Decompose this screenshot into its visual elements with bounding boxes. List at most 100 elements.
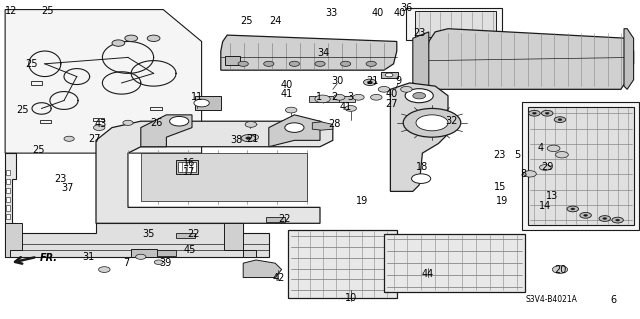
Polygon shape <box>141 115 192 147</box>
Text: 23: 23 <box>493 150 506 160</box>
Circle shape <box>112 40 125 46</box>
Text: 25: 25 <box>240 16 253 26</box>
Text: 23: 23 <box>54 174 67 184</box>
Circle shape <box>247 134 259 140</box>
Circle shape <box>170 116 189 126</box>
Circle shape <box>64 136 74 141</box>
Polygon shape <box>413 32 429 89</box>
Circle shape <box>378 86 390 92</box>
Circle shape <box>241 135 255 142</box>
Text: 37: 37 <box>61 183 74 193</box>
Text: 1: 1 <box>316 92 322 102</box>
Polygon shape <box>624 29 634 89</box>
Bar <box>40 120 51 123</box>
Text: 22: 22 <box>278 213 291 224</box>
Text: S3V4-B4021A: S3V4-B4021A <box>525 295 578 304</box>
Text: 25: 25 <box>42 6 54 16</box>
Text: 29: 29 <box>541 162 554 173</box>
Text: 36: 36 <box>400 3 413 13</box>
Bar <box>176 160 198 174</box>
Circle shape <box>147 35 160 41</box>
Text: 23: 23 <box>413 28 426 39</box>
Circle shape <box>315 61 325 66</box>
Text: 45: 45 <box>183 245 196 256</box>
Circle shape <box>412 174 431 183</box>
Bar <box>195 96 221 110</box>
Text: 28: 28 <box>328 119 340 130</box>
Circle shape <box>353 94 364 100</box>
Circle shape <box>532 112 536 114</box>
Bar <box>225 56 240 65</box>
Circle shape <box>194 99 209 107</box>
Bar <box>178 162 196 172</box>
Bar <box>176 233 195 238</box>
Circle shape <box>612 217 623 223</box>
Circle shape <box>315 95 330 103</box>
Bar <box>157 250 176 256</box>
Text: 35: 35 <box>142 229 155 240</box>
Text: 10: 10 <box>344 293 357 303</box>
Circle shape <box>264 61 274 66</box>
Text: 24: 24 <box>269 16 282 26</box>
Circle shape <box>401 86 412 92</box>
Bar <box>266 217 285 222</box>
Circle shape <box>366 61 376 66</box>
Text: 41: 41 <box>280 89 293 99</box>
Text: 25: 25 <box>16 105 29 115</box>
Polygon shape <box>5 223 269 257</box>
Circle shape <box>616 219 620 221</box>
Text: 15: 15 <box>494 182 507 192</box>
Polygon shape <box>288 230 397 298</box>
Text: 20: 20 <box>554 264 566 275</box>
Circle shape <box>405 89 433 103</box>
Text: 40: 40 <box>371 8 384 18</box>
Text: 17: 17 <box>182 167 195 177</box>
Text: 42: 42 <box>272 272 285 283</box>
Circle shape <box>599 216 611 221</box>
Bar <box>339 96 355 102</box>
Circle shape <box>580 212 591 218</box>
Polygon shape <box>384 234 525 292</box>
Circle shape <box>345 106 356 111</box>
Text: 40: 40 <box>394 8 406 18</box>
Text: 13: 13 <box>545 191 558 201</box>
Circle shape <box>340 61 351 66</box>
Bar <box>150 107 162 110</box>
Text: 31: 31 <box>82 252 95 262</box>
Circle shape <box>541 110 553 116</box>
Circle shape <box>413 93 426 99</box>
Circle shape <box>403 108 461 137</box>
Circle shape <box>289 61 300 66</box>
Bar <box>31 81 42 85</box>
Text: 34: 34 <box>317 48 330 58</box>
Text: 27: 27 <box>88 134 101 144</box>
Text: 25: 25 <box>32 145 45 155</box>
Polygon shape <box>406 8 502 40</box>
Text: 4: 4 <box>538 143 544 153</box>
Circle shape <box>545 112 549 114</box>
Bar <box>131 249 157 257</box>
Bar <box>6 205 10 211</box>
Text: 40: 40 <box>385 89 398 99</box>
Polygon shape <box>522 102 639 230</box>
Text: 19: 19 <box>496 196 509 206</box>
Polygon shape <box>5 10 202 153</box>
Bar <box>6 188 10 193</box>
Text: 14: 14 <box>539 201 552 211</box>
Polygon shape <box>96 121 333 223</box>
Circle shape <box>529 110 540 116</box>
Circle shape <box>154 260 163 264</box>
Circle shape <box>364 79 376 85</box>
Text: 6: 6 <box>610 295 616 305</box>
Polygon shape <box>390 83 448 191</box>
Text: 7: 7 <box>123 258 129 268</box>
Circle shape <box>603 218 607 219</box>
Circle shape <box>567 206 579 212</box>
Bar <box>6 214 10 219</box>
Text: 18: 18 <box>416 162 429 173</box>
Circle shape <box>554 117 566 122</box>
Text: 30: 30 <box>331 76 344 86</box>
Bar <box>93 118 104 121</box>
Text: 41: 41 <box>339 102 352 112</box>
Circle shape <box>99 267 110 272</box>
